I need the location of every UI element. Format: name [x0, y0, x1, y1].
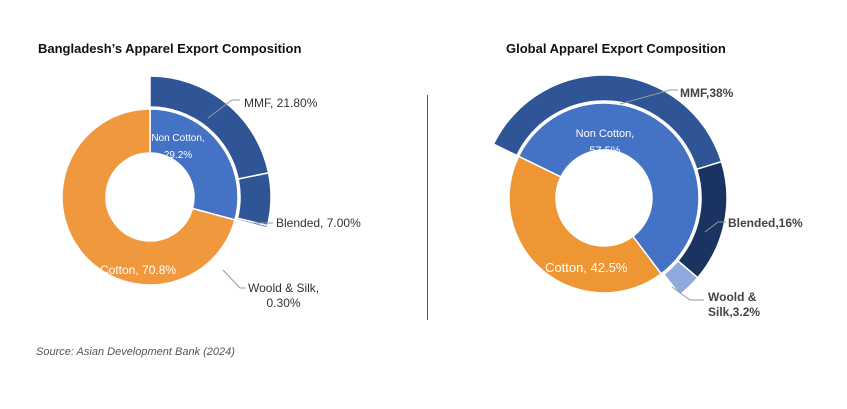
divider-line: [427, 95, 428, 320]
label-cotton-global: Cotton, 42.5%: [545, 260, 628, 275]
label-noncotton-bd: Non Cotton, 29.2%: [151, 133, 205, 161]
leader-mmf-bd: [207, 99, 240, 119]
label-cotton-bd: Cotton, 70.8%: [100, 263, 177, 277]
label-mmf-global: MMF,38%: [680, 86, 734, 100]
label-wool-bd: Woold & Silk, 0.30%: [248, 281, 320, 310]
leader-wool-bd: [222, 269, 246, 289]
outer-slice-blended-bd: [236, 171, 272, 227]
inner-slice-non-cotton-bd: [149, 108, 239, 221]
inner-slice-non-cotton-global: [517, 102, 700, 275]
inner-slice-cotton-global: [508, 155, 663, 294]
outer-slice-woold-silk-global: [662, 259, 699, 296]
inner-slice-cotton-bd: [61, 108, 236, 286]
label-blended-bd: Blended, 7.00%: [276, 216, 361, 230]
source-note: Source: Asian Development Bank (2024): [36, 346, 235, 358]
label-blended-global: Blended,16%: [728, 216, 803, 230]
label-mmf-bd: MMF, 21.80%: [244, 96, 318, 110]
leader-wool-global: [671, 286, 704, 301]
label-wool-global: Woold & Silk,3.2%: [708, 290, 761, 319]
chart-title-bangladesh: Bangladesh’s Apparel Export Composition: [38, 41, 302, 56]
chart-title-global: Global Apparel Export Composition: [506, 41, 726, 56]
leader-mmf-global: [619, 89, 678, 105]
label-noncotton-global: Non Cotton, 57.5%: [575, 128, 635, 157]
leader-blended-global: [704, 221, 726, 233]
